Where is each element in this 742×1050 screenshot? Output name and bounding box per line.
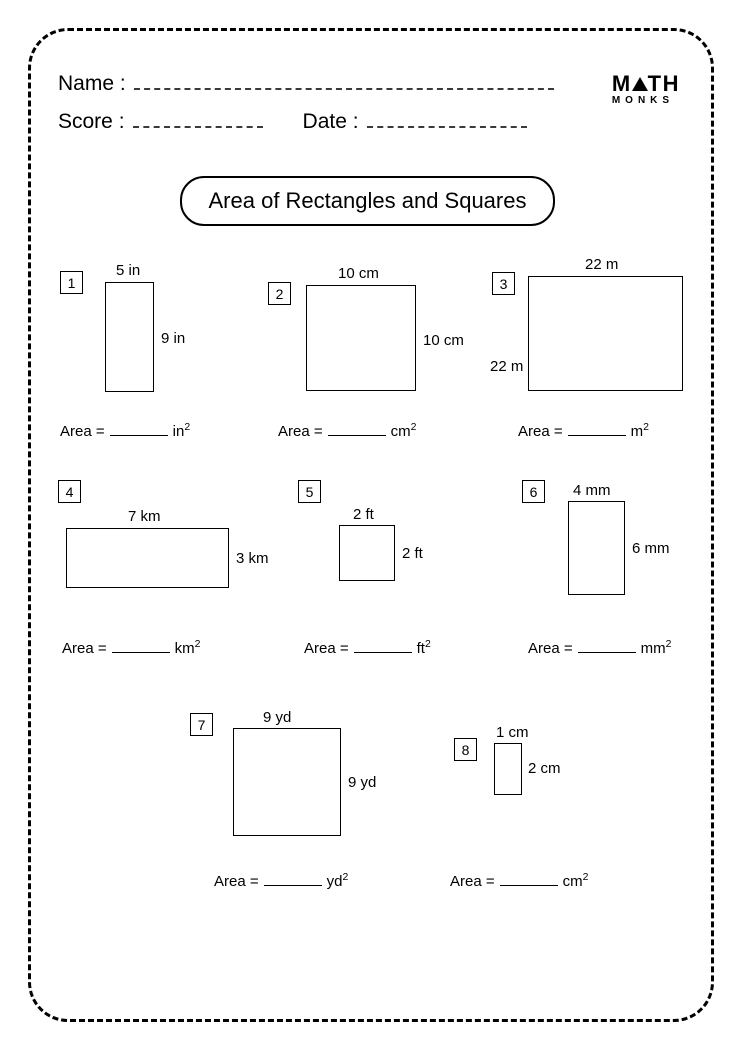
dimension-side: 10 cm xyxy=(423,332,464,349)
shape-rectangle xyxy=(568,501,625,595)
answer-blank[interactable] xyxy=(264,875,322,886)
problem-number: 1 xyxy=(60,271,83,294)
answer-blank[interactable] xyxy=(328,425,386,436)
shape-rectangle xyxy=(494,743,522,795)
dimension-top: 1 cm xyxy=(496,724,529,741)
answer-blank[interactable] xyxy=(110,425,168,436)
answer-prefix: Area = xyxy=(62,640,107,657)
answer-line: Area = yd2 xyxy=(214,871,348,890)
problem-number: 7 xyxy=(190,713,213,736)
shape-rectangle xyxy=(105,282,154,392)
answer-line: Area = cm2 xyxy=(278,421,416,440)
dimension-top: 7 km xyxy=(128,508,161,525)
answer-blank[interactable] xyxy=(354,642,412,653)
dimension-top: 10 cm xyxy=(338,265,379,282)
answer-prefix: Area = xyxy=(528,640,573,657)
problems-area: 1 5 in 9 in Area = in2 2 10 cm 10 cm Area = cm2 3 2… xyxy=(28,28,714,1022)
dimension-top: 5 in xyxy=(116,262,140,279)
answer-blank[interactable] xyxy=(568,425,626,436)
dimension-side: 2 ft xyxy=(402,545,423,562)
answer-unit: mm2 xyxy=(641,638,672,657)
answer-unit: m2 xyxy=(631,421,649,440)
problem-number: 6 xyxy=(522,480,545,503)
answer-blank[interactable] xyxy=(112,642,170,653)
dimension-top: 9 yd xyxy=(263,709,291,726)
dimension-side: 9 in xyxy=(161,330,185,347)
answer-prefix: Area = xyxy=(450,873,495,890)
answer-line: Area = in2 xyxy=(60,421,190,440)
dimension-side: 3 km xyxy=(236,550,269,567)
answer-prefix: Area = xyxy=(60,423,105,440)
dimension-side: 6 mm xyxy=(632,540,670,557)
dimension-top: 22 m xyxy=(585,256,618,273)
answer-blank[interactable] xyxy=(578,642,636,653)
shape-rectangle xyxy=(528,276,683,391)
answer-line: Area = mm2 xyxy=(528,638,671,657)
shape-rectangle xyxy=(66,528,229,588)
dimension-side: 2 cm xyxy=(528,760,561,777)
problem-number: 8 xyxy=(454,738,477,761)
answer-unit: ft2 xyxy=(417,638,431,657)
answer-line: Area = m2 xyxy=(518,421,649,440)
answer-line: Area = km2 xyxy=(62,638,200,657)
answer-prefix: Area = xyxy=(278,423,323,440)
shape-rectangle xyxy=(306,285,416,391)
shape-rectangle xyxy=(339,525,395,581)
worksheet-content: Name : Score : Date : MTH MONKS Area of … xyxy=(28,28,714,1022)
answer-unit: cm2 xyxy=(563,871,589,890)
problem-number: 2 xyxy=(268,282,291,305)
answer-unit: in2 xyxy=(173,421,191,440)
problem-number: 5 xyxy=(298,480,321,503)
answer-prefix: Area = xyxy=(304,640,349,657)
answer-prefix: Area = xyxy=(518,423,563,440)
answer-line: Area = cm2 xyxy=(450,871,588,890)
answer-unit: yd2 xyxy=(327,871,349,890)
answer-prefix: Area = xyxy=(214,873,259,890)
answer-unit: cm2 xyxy=(391,421,417,440)
shape-rectangle xyxy=(233,728,341,836)
dimension-top: 2 ft xyxy=(353,506,374,523)
dimension-top: 4 mm xyxy=(573,482,611,499)
answer-blank[interactable] xyxy=(500,875,558,886)
problem-number: 4 xyxy=(58,480,81,503)
problem-number: 3 xyxy=(492,272,515,295)
dimension-side: 22 m xyxy=(490,358,523,375)
answer-line: Area = ft2 xyxy=(304,638,431,657)
dimension-side: 9 yd xyxy=(348,774,376,791)
answer-unit: km2 xyxy=(175,638,201,657)
